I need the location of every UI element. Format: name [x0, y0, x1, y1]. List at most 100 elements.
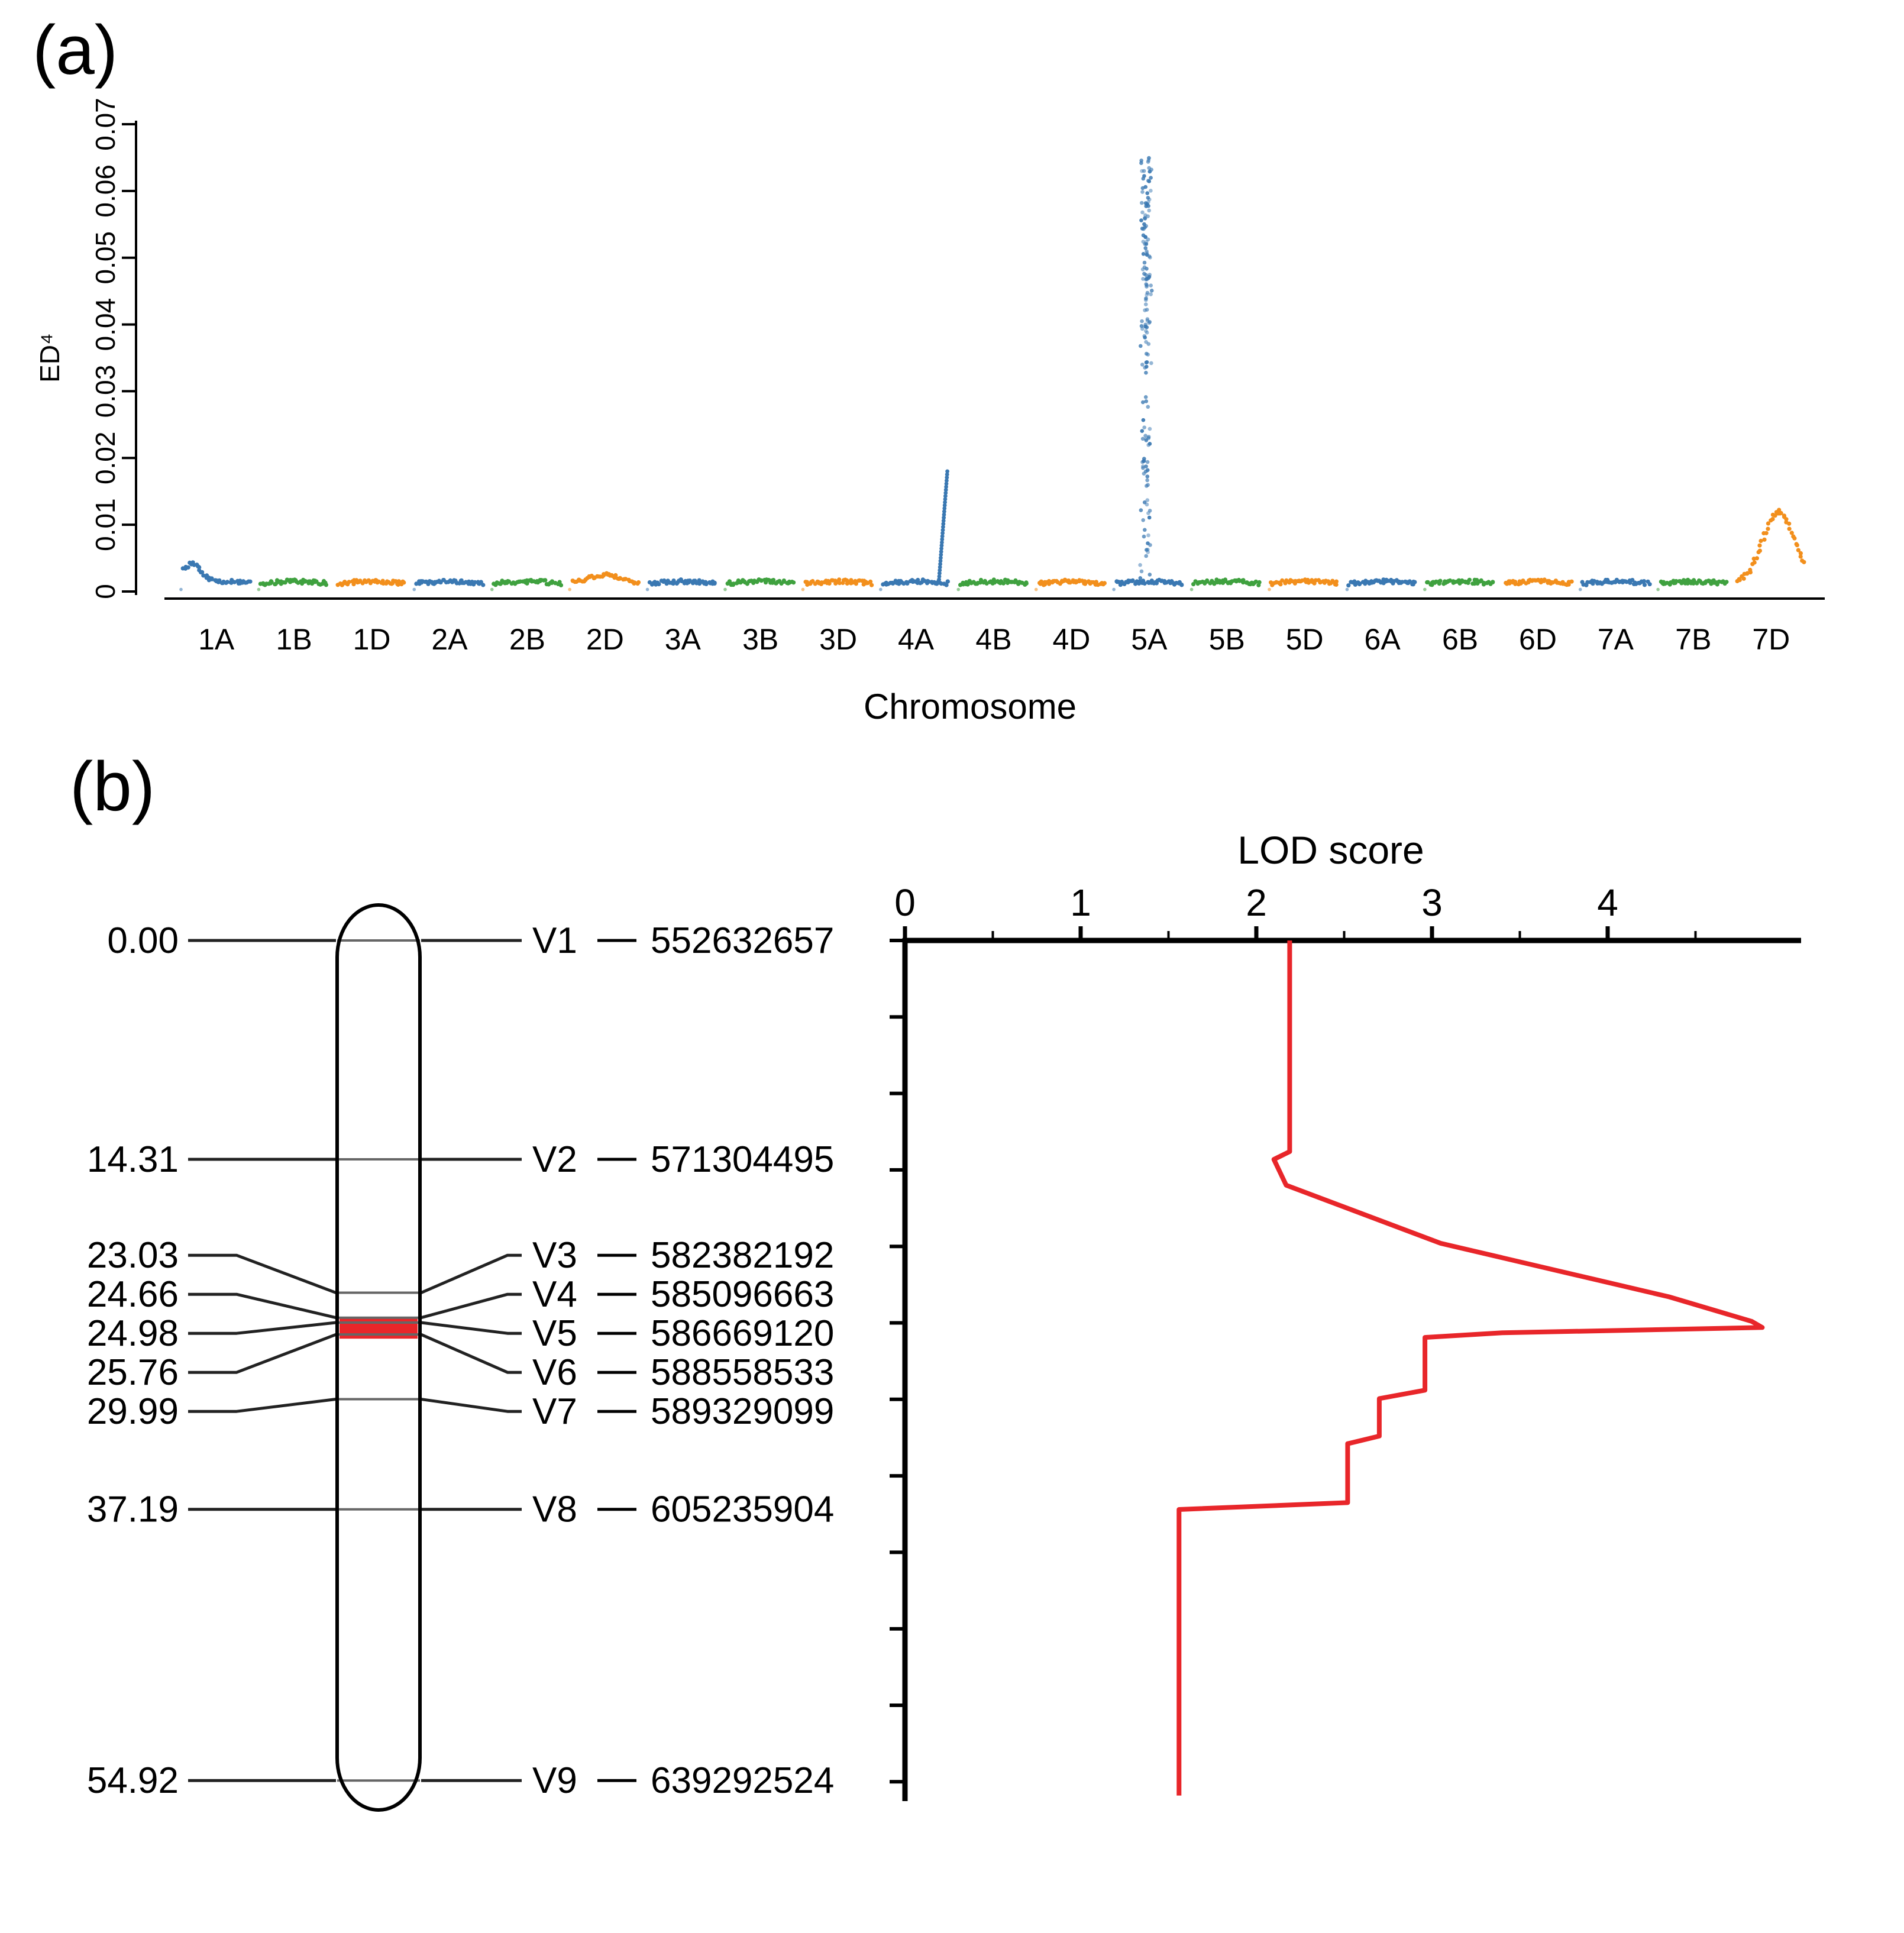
lod-x-tick-label: 2: [1246, 881, 1267, 924]
chromosome-points-5A: [1112, 156, 1184, 591]
marker-bp: 639292524: [651, 1760, 834, 1801]
panel-a-manhattan-plot: (a) ED⁴ Chromosome 0 0.01 0.02 0.03 0.04 0.05…: [33, 11, 1825, 726]
marker-cm-label: 23.03: [87, 1235, 179, 1276]
marker-name: V9: [532, 1760, 577, 1801]
marker-bp: 552632657: [651, 920, 834, 961]
chromosome-label-2B: 2B: [509, 623, 545, 656]
chromosome-label-1B: 1B: [276, 623, 312, 656]
chromosome-points-2A: [412, 578, 486, 591]
marker-bp: 585096663: [651, 1274, 834, 1315]
map-marker-V4: 24.66 V4 585096663: [87, 1274, 834, 1320]
chromosome-points-7B: [1656, 577, 1729, 591]
chromosome-points-5D: [1268, 577, 1339, 591]
map-marker-V9: 54.92 V9 639292524: [87, 1760, 835, 1801]
y-tick-label: 0.05: [90, 231, 121, 285]
map-marker-V7: 29.99 V7 589329099: [87, 1391, 835, 1432]
map-marker-V8: 37.19 V8 605235904: [87, 1489, 835, 1530]
y-tick-label: 0.03: [90, 365, 121, 418]
marker-name: V8: [532, 1489, 577, 1530]
chromosome-label-5D: 5D: [1286, 623, 1324, 656]
chromosome-label-6D: 6D: [1519, 623, 1557, 656]
chromosome-points-1A: [179, 560, 253, 591]
chromosome-label-4A: 4A: [898, 623, 935, 656]
marker-bp: 605235904: [651, 1489, 834, 1530]
chromosome-points-6B: [1423, 577, 1495, 591]
lod-x-tick-label: 1: [1070, 881, 1091, 924]
marker-cm-label: 14.31: [87, 1139, 179, 1180]
chromosome-label-5A: 5A: [1131, 623, 1168, 656]
chromosome-label-7A: 7A: [1598, 623, 1634, 656]
chromosome-points-2B: [490, 578, 564, 591]
marker-bp: 588558533: [651, 1352, 834, 1393]
chromosome-points-3B: [723, 577, 796, 591]
chromosome-points-4D: [1034, 577, 1107, 591]
panel-a-label: (a): [33, 11, 118, 89]
marker-cm-label: 24.66: [87, 1274, 179, 1315]
chromosome-points-5B: [1189, 577, 1262, 591]
chromosome-points-4A: [879, 469, 950, 591]
y-tick-label: 0.02: [90, 432, 121, 485]
y-tick-label: 0.04: [90, 298, 121, 351]
chromosome-label-4D: 4D: [1052, 623, 1090, 656]
chromosome-label-5B: 5B: [1209, 623, 1245, 656]
marker-cm-label: 37.19: [87, 1489, 179, 1530]
map-marker-V5: 24.98 V5 586669120: [87, 1313, 835, 1354]
map-marker-V2: 14.31 V2 571304495: [87, 1139, 835, 1180]
y-axis-title: ED⁴: [34, 333, 65, 383]
chromosome-label-3D: 3D: [819, 623, 857, 656]
chromosome-points-3A: [645, 577, 717, 591]
chromosome-label-2D: 2D: [586, 623, 624, 656]
chromosome-points-1D: [335, 578, 406, 587]
chromosome-points-2D: [568, 571, 641, 591]
chromosome-label-6B: 6B: [1442, 623, 1478, 656]
lod-x-tick-label: 3: [1421, 881, 1443, 924]
chromosome-points-7A: [1578, 577, 1652, 591]
chromosome-label-4B: 4B: [975, 623, 1011, 656]
marker-bp: 589329099: [651, 1391, 834, 1432]
map-marker-V3: 23.03 V3 582382192: [87, 1235, 834, 1294]
y-tick-label: 0: [90, 584, 121, 599]
chromosome-points-6A: [1345, 577, 1417, 591]
marker-name: V3: [532, 1235, 577, 1276]
chromosome-label-3B: 3B: [742, 623, 778, 656]
chromosome-label-1D: 1D: [353, 623, 391, 656]
y-tick-label: 0.06: [90, 164, 121, 218]
lod-x-tick-label: 0: [894, 881, 916, 924]
chromosome-label-7D: 7D: [1752, 623, 1790, 656]
marker-name: V7: [532, 1391, 577, 1432]
panel-a-scatter-points: [179, 156, 1806, 591]
chromosome-label-2A: 2A: [431, 623, 468, 656]
marker-cm-label: 24.98: [87, 1313, 179, 1354]
marker-cm-label: 54.92: [87, 1760, 179, 1801]
panel-a-axes: 0 0.01 0.02 0.03 0.04 0.05 0.06 0.07 1A 1B 1D 2A 2B 2…: [90, 98, 1825, 656]
marker-name: V5: [532, 1313, 577, 1354]
lod-curve: [1176, 940, 1765, 1796]
y-tick-label: 0.01: [90, 498, 121, 551]
chromosome-points-4B: [956, 577, 1029, 591]
marker-name: V4: [532, 1274, 577, 1315]
marker-cm-label: 0.00: [107, 920, 179, 961]
chromosome-points-6D: [1504, 577, 1574, 587]
marker-cm-label: 29.99: [87, 1391, 179, 1432]
marker-name: V6: [532, 1352, 577, 1393]
x-axis-title: Chromosome: [864, 687, 1077, 726]
marker-bp: 582382192: [651, 1235, 834, 1276]
panel-b-label: (b): [70, 751, 155, 826]
marker-cm-label: 25.76: [87, 1352, 179, 1393]
lod-plot: 0 1 2 3 4: [890, 881, 1801, 1801]
marker-bp: 571304495: [651, 1139, 834, 1180]
chromosome-points-7D: [1735, 508, 1806, 584]
panel-b-map-and-lod: (b) LOD score 0.00 V1 552632657 14.31 V2 5713…: [70, 751, 1801, 1812]
chromosome-bar: [335, 903, 422, 1812]
chromosome-points-1B: [257, 577, 329, 591]
map-marker-V6: 25.76 V6 588558533: [87, 1333, 834, 1393]
chromosome-label-1A: 1A: [198, 623, 235, 656]
lod-plot-title: LOD score: [1237, 828, 1424, 872]
marker-name: V1: [532, 920, 577, 961]
chromosome-label-3A: 3A: [665, 623, 702, 656]
chromosome-points-3D: [801, 577, 874, 591]
marker-bp: 586669120: [651, 1313, 834, 1354]
genetic-map: 0.00 V1 552632657 14.31 V2 571304495 23.03 V3 58…: [87, 903, 835, 1812]
chromosome-label-7B: 7B: [1675, 623, 1711, 656]
